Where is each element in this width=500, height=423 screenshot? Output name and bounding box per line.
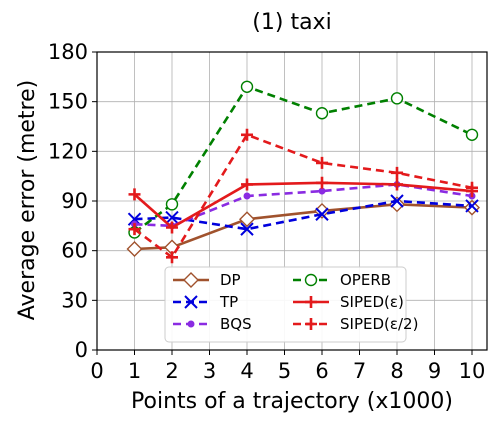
series-line-3 bbox=[133, 85, 473, 234]
point-1-4 bbox=[390, 194, 404, 208]
point-5-3 bbox=[316, 156, 328, 169]
point-5-5 bbox=[466, 181, 478, 194]
series-5 bbox=[128, 128, 478, 264]
legend-item-0: DP bbox=[173, 271, 241, 289]
legend-item-4: SIPED(ε) bbox=[293, 293, 404, 311]
legend-label-2: BQS bbox=[220, 315, 252, 333]
point-3-3 bbox=[315, 107, 329, 120]
legend-marker-1 bbox=[184, 295, 198, 309]
point-5-4 bbox=[391, 166, 403, 179]
point-3-1 bbox=[165, 198, 179, 211]
point-4-0 bbox=[128, 188, 141, 201]
x-tick-label-1: 1 bbox=[128, 359, 141, 383]
series-line-0 bbox=[134, 203, 473, 251]
series-line-4 bbox=[133, 181, 473, 230]
legend-label-0: DP bbox=[220, 271, 241, 289]
x-tick-label-5: 5 bbox=[278, 359, 291, 383]
legend-marker-2 bbox=[187, 320, 195, 328]
x-tick-label-7: 7 bbox=[353, 359, 366, 383]
series-0 bbox=[126, 196, 480, 258]
x-tick-label-9: 9 bbox=[428, 359, 441, 383]
point-1-1 bbox=[165, 210, 179, 225]
point-0-0 bbox=[126, 241, 143, 258]
series-line-5 bbox=[133, 133, 473, 260]
point-4-3 bbox=[316, 176, 328, 189]
point-5-2 bbox=[241, 128, 253, 141]
point-3-4 bbox=[390, 92, 404, 105]
point-0-4 bbox=[389, 196, 405, 213]
point-0-2 bbox=[239, 211, 255, 228]
y-axis-label: Average error (metre) bbox=[15, 80, 40, 320]
legend-marker-5 bbox=[305, 318, 317, 330]
legend-label-4: SIPED(ε) bbox=[340, 293, 404, 311]
x-tick-label-10: 10 bbox=[459, 359, 486, 383]
x-tick-label-2: 2 bbox=[165, 359, 178, 383]
point-4-4 bbox=[391, 178, 403, 191]
x-axis-label: Points of a trajectory (x1000) bbox=[131, 389, 453, 414]
point-0-5 bbox=[464, 199, 480, 216]
series-layer bbox=[126, 80, 480, 264]
x-tick-label-0: 0 bbox=[90, 359, 103, 383]
series-3 bbox=[128, 80, 479, 239]
y-tick-label-0: 0 bbox=[75, 338, 88, 362]
legend-item-5: SIPED(ε/2) bbox=[293, 315, 418, 333]
point-3-5 bbox=[465, 128, 479, 141]
series-line-1 bbox=[134, 199, 473, 231]
plot-frame bbox=[96, 51, 488, 351]
legend-label-1: TP bbox=[219, 293, 238, 311]
point-5-1 bbox=[166, 251, 178, 264]
legend-item-3: OPERB bbox=[293, 271, 391, 289]
legend-label-5: SIPED(ε/2) bbox=[340, 315, 418, 333]
y-tick-label-5: 150 bbox=[48, 90, 88, 114]
point-4-2 bbox=[241, 178, 253, 191]
legend-marker-4 bbox=[305, 296, 317, 308]
x-tick-label-4: 4 bbox=[240, 359, 253, 383]
legend-item-2: BQS bbox=[173, 315, 252, 333]
x-tick-label-3: 3 bbox=[203, 359, 216, 383]
y-tick-label-4: 120 bbox=[48, 139, 88, 163]
point-5-0 bbox=[128, 223, 141, 236]
y-tick-label-3: 90 bbox=[61, 189, 88, 213]
point-1-2 bbox=[240, 222, 254, 236]
series-1 bbox=[127, 194, 479, 236]
chart-title: (1) taxi bbox=[252, 10, 331, 35]
point-4-1 bbox=[166, 221, 178, 234]
legend-marker-0 bbox=[183, 272, 199, 288]
x-tick-label-6: 6 bbox=[315, 359, 328, 383]
y-tick-label-6: 180 bbox=[48, 40, 88, 64]
y-tick-label-2: 60 bbox=[61, 239, 88, 263]
point-1-3 bbox=[315, 207, 329, 221]
point-2-2 bbox=[243, 192, 251, 200]
legend-box bbox=[164, 266, 407, 343]
x-tick-label-8: 8 bbox=[390, 359, 403, 383]
legend-marker-3 bbox=[304, 273, 318, 287]
point-2-3 bbox=[318, 187, 326, 195]
point-3-2 bbox=[240, 80, 254, 93]
point-1-5 bbox=[465, 199, 479, 213]
y-tick-label-1: 30 bbox=[61, 288, 88, 312]
ticks: 0 1 2 3 4 5 6 7 8 9 10 0 30 60 90 120 150 180 bbox=[48, 40, 485, 383]
legend: DP TP BQS OPERB SIPED(ε) SIPED(ε/2) bbox=[164, 266, 418, 343]
legend-label-3: OPERB bbox=[340, 271, 391, 289]
legend-item-1: TP bbox=[173, 293, 238, 311]
series-line-2 bbox=[134, 183, 473, 228]
